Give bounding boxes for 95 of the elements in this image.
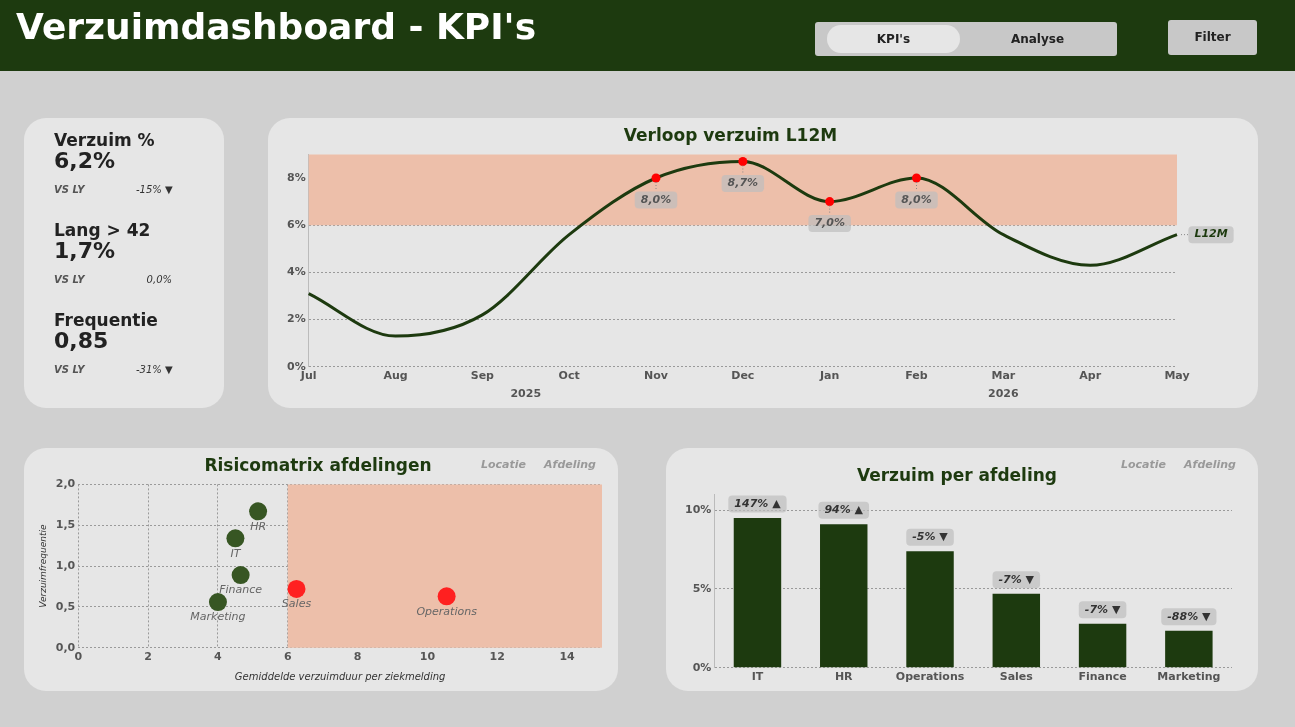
point [912, 173, 921, 183]
text: Afdeling [1184, 458, 1236, 471]
series-label: Marketing [190, 610, 246, 624]
y-tick-label: 0,0 [55, 640, 76, 654]
x-tick-label: May [1164, 369, 1190, 383]
text: 2026 [988, 387, 1019, 401]
text: Lang > 42 [54, 220, 151, 240]
point [651, 173, 661, 183]
y-tick-label: 10% [684, 503, 712, 517]
chart-title: Verloop verzuim L12M [623, 124, 838, 145]
x-tick-label: 14 [559, 650, 576, 664]
series-label: Sales [281, 597, 312, 611]
y-tick-label: 1,0 [55, 558, 76, 572]
y-tick-label: 4% [286, 265, 306, 279]
point [738, 156, 748, 166]
x-tick-label: Marketing [1157, 670, 1221, 684]
text: Verzuimdashboard - KPI's [16, 6, 537, 47]
x-tick-label: 8 [353, 650, 362, 664]
text: VS LY [54, 184, 85, 195]
bar [733, 518, 782, 668]
text: Analyse [1009, 31, 1066, 48]
annotation: -7% ▼ [1084, 602, 1121, 616]
annotation: 94% ▲ [824, 503, 864, 517]
x-tick-label: Oct [558, 369, 580, 383]
text: Locatie [481, 458, 526, 471]
x-tick-label: 0 [74, 650, 83, 664]
x-tick-label: Sep [470, 369, 495, 383]
x-axis-title: Gemiddelde verzuimduur per ziekmelding [234, 670, 446, 682]
chart-title: Risicomatrix afdelingen [204, 454, 432, 475]
series-label: Operations [416, 604, 478, 618]
x-tick-label: 12 [489, 650, 505, 664]
y-tick-label: 2,0 [55, 477, 76, 491]
x-tick-label: IT [751, 670, 764, 684]
x-tick-label: 6 [283, 650, 292, 664]
point [249, 502, 268, 521]
x-tick-label: Operations [895, 670, 965, 684]
x-tick-label: 10 [419, 650, 436, 664]
bar [906, 551, 954, 668]
x-tick-label: 4 [214, 650, 223, 664]
text: Locatie [1121, 458, 1166, 471]
annotation: 147% ▲ [734, 496, 782, 510]
data-label: 8,0% [901, 192, 932, 206]
bar [992, 593, 1041, 668]
text: Frequentie [54, 310, 158, 330]
text: VS LY [54, 364, 85, 375]
point [208, 593, 227, 612]
text: Afdeling [544, 458, 596, 471]
x-tick-label: 2 [144, 650, 152, 664]
x-tick-label: Nov [644, 369, 669, 383]
y-tick-label: 0% [692, 660, 712, 674]
data-label: 8,0% [640, 192, 672, 206]
x-tick-label: Finance [1078, 670, 1127, 684]
text: -15% ▼ [136, 184, 173, 195]
y-tick-label: 5% [692, 581, 712, 595]
x-tick-label: Feb [905, 369, 928, 383]
y-axis-title: Verzuimfrequentie [37, 524, 48, 608]
series-label: IT [230, 546, 242, 560]
y-tick-label: 8% [286, 170, 306, 184]
bar [1165, 630, 1213, 668]
x-tick-label: HR [834, 670, 854, 684]
x-tick-label: Sales [999, 670, 1034, 684]
y-tick-label: 1,5 [55, 518, 76, 532]
text: 0,0% [145, 274, 172, 285]
point [437, 587, 456, 606]
x-tick-label: Dec [731, 369, 755, 383]
bar [1078, 623, 1127, 668]
y-tick-label: 2% [286, 312, 306, 326]
y-tick-label: 0,5 [55, 599, 76, 613]
point [287, 579, 306, 598]
point [231, 566, 250, 585]
series-label: HR [250, 519, 267, 533]
bar [820, 524, 868, 668]
point [226, 529, 245, 548]
x-tick-label: Jul [299, 369, 317, 383]
text: KPI's [827, 25, 960, 53]
data-label: 7,0% [814, 216, 845, 230]
x-tick-label: Jan [818, 369, 840, 383]
x-tick-label: Aug [383, 369, 408, 383]
annotation: -88% ▼ [1167, 609, 1211, 623]
text: 6,2% [54, 148, 116, 173]
text: -31% ▼ [136, 364, 173, 375]
text: Filter [1168, 20, 1257, 55]
text: 2025 [510, 387, 542, 401]
data-label: 8,7% [727, 176, 759, 190]
annotation: -5% ▼ [912, 530, 949, 544]
point [825, 197, 835, 207]
series-label: L12M [1194, 227, 1228, 241]
series-label: Finance [219, 583, 263, 597]
x-tick-label: Apr [1079, 369, 1102, 383]
x-tick-label: Mar [991, 369, 1016, 383]
text: Verzuim % [54, 130, 155, 150]
y-tick-label: 6% [286, 218, 306, 232]
text: VS LY [54, 274, 85, 285]
chart-title: Verzuim per afdeling [856, 464, 1058, 485]
annotation: -7% ▼ [998, 572, 1035, 586]
